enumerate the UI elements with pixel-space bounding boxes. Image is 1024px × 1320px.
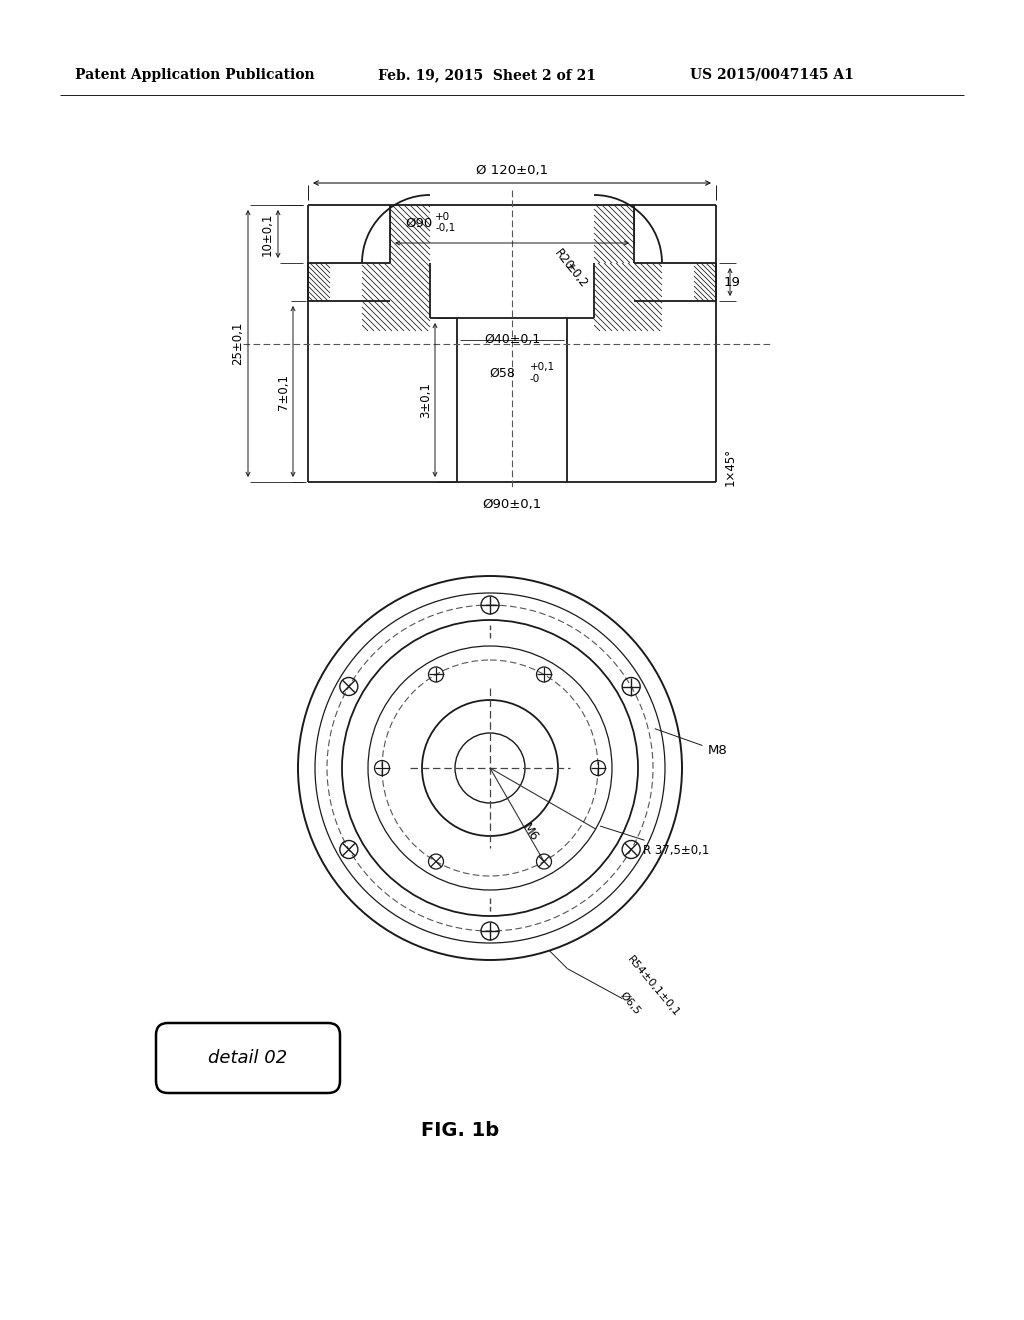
Text: R20: R20	[552, 247, 577, 273]
Text: R54±0,1±0,1: R54±0,1±0,1	[626, 954, 682, 1019]
Text: +0,1: +0,1	[530, 362, 555, 372]
Text: -0: -0	[530, 374, 541, 384]
Text: 25±0,1: 25±0,1	[231, 322, 244, 366]
Text: ±0,2: ±0,2	[562, 260, 590, 290]
Text: 19: 19	[724, 276, 741, 289]
Text: 3±0,1: 3±0,1	[419, 381, 432, 418]
Text: FIG. 1b: FIG. 1b	[421, 1121, 499, 1139]
Text: M8: M8	[655, 729, 727, 758]
Text: Ø40±0,1: Ø40±0,1	[484, 334, 540, 346]
Text: US 2015/0047145 A1: US 2015/0047145 A1	[690, 69, 854, 82]
Text: 10±0,1: 10±0,1	[261, 213, 274, 256]
Text: Ø6,5: Ø6,5	[617, 990, 642, 1016]
Text: +0: +0	[435, 213, 451, 222]
Text: -0,1: -0,1	[435, 223, 456, 234]
Text: Ø58: Ø58	[489, 367, 515, 380]
Text: R 37,5±0,1: R 37,5±0,1	[600, 826, 709, 857]
Text: 1×45°: 1×45°	[724, 447, 737, 486]
Text: Patent Application Publication: Patent Application Publication	[75, 69, 314, 82]
Text: Ø 120±0,1: Ø 120±0,1	[476, 164, 548, 177]
Text: Ø90: Ø90	[406, 216, 432, 230]
FancyBboxPatch shape	[156, 1023, 340, 1093]
Text: Ø90±0,1: Ø90±0,1	[482, 498, 542, 511]
Text: 7±0,1: 7±0,1	[278, 374, 290, 409]
Text: Feb. 19, 2015  Sheet 2 of 21: Feb. 19, 2015 Sheet 2 of 21	[378, 69, 596, 82]
Text: M6: M6	[519, 821, 541, 845]
Text: detail 02: detail 02	[208, 1049, 288, 1067]
